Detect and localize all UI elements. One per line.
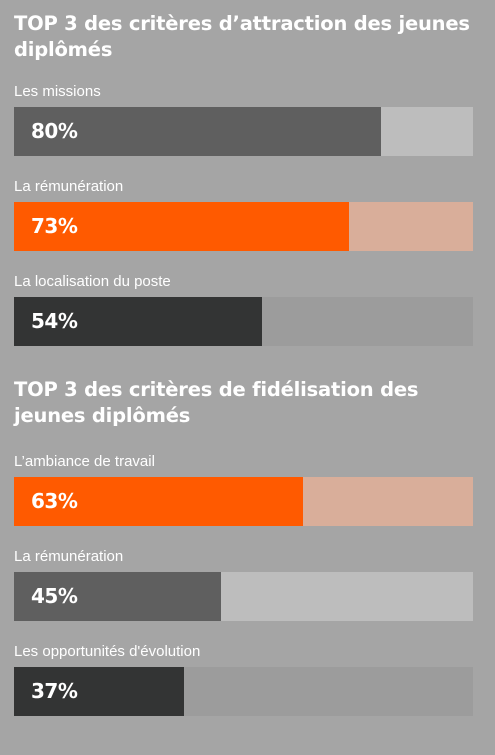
bar-track: 73% <box>14 202 473 251</box>
bar-value-label: 37% <box>31 679 78 703</box>
bar-value-label: 45% <box>31 584 78 608</box>
bar-label: Les opportunités d'évolution <box>14 643 201 660</box>
bar-item: La rémunération 45% <box>14 548 473 621</box>
bar-fill <box>14 572 221 621</box>
bar-label: L’ambiance de travail <box>14 453 155 470</box>
bar-track: 45% <box>14 572 473 621</box>
bar-fill <box>14 202 350 251</box>
bar-fill <box>14 297 262 346</box>
bar-value-label: 63% <box>31 489 78 513</box>
bar-label: La localisation du poste <box>14 273 171 290</box>
bar-value-label: 54% <box>31 309 78 333</box>
bar-item: L’ambiance de travail 63% <box>14 453 473 526</box>
bar-label: La rémunération <box>14 548 124 565</box>
bar-label: Les missions <box>14 83 101 100</box>
bar-track: 37% <box>14 667 473 716</box>
bar-item: Les opportunités d'évolution 37% <box>14 643 473 716</box>
bar-label: La rémunération <box>14 178 124 195</box>
chart-title: TOP 3 des critères de fidélisation des j… <box>14 378 419 427</box>
bar-item: Les missions 80% <box>14 83 473 156</box>
bar-track: 80% <box>14 107 473 156</box>
bar-fill <box>14 107 382 156</box>
bar-item: La localisation du poste 54% <box>14 273 473 346</box>
bar-value-label: 80% <box>31 119 78 143</box>
fidelisation-section: TOP 3 des critères de fidélisation des j… <box>14 377 473 716</box>
attraction-section: TOP 3 des critères d’attraction des jeun… <box>14 11 473 346</box>
bar-track: 54% <box>14 297 473 346</box>
bar-fill <box>14 667 184 716</box>
bar-value-label: 73% <box>31 214 78 238</box>
bar-fill <box>14 477 304 526</box>
chart-title: TOP 3 des critères d’attraction des jeun… <box>14 12 470 61</box>
bar-track: 63% <box>14 477 473 526</box>
bar-item: La rémunération 73% <box>14 178 473 251</box>
